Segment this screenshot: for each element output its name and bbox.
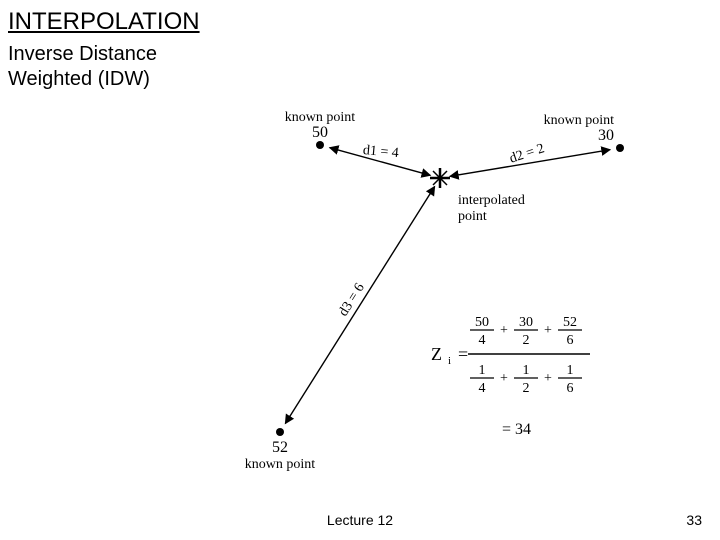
formula-numerator-den-1: 2 xyxy=(523,333,530,348)
known-point-value-p2: 30 xyxy=(598,127,614,144)
formula-numerator-num-1: 30 xyxy=(519,315,533,330)
formula-numerator-den-0: 4 xyxy=(479,333,486,348)
known-point-value-p3: 52 xyxy=(272,439,288,456)
formula-denominator-num-0: 1 xyxy=(479,363,486,378)
interpolated-point-label: interpolatedpoint xyxy=(458,193,525,224)
known-point-p1 xyxy=(316,141,324,149)
known-point-p3 xyxy=(276,428,284,436)
known-point-label-p2: known point xyxy=(544,113,615,128)
svg-text:+: + xyxy=(500,371,508,386)
formula-lhs-sub: i xyxy=(448,355,451,367)
known-point-value-p1: 50 xyxy=(312,124,328,141)
formula-numerator-num-0: 50 xyxy=(475,315,489,330)
formula-denominator-num-1: 1 xyxy=(523,363,530,378)
known-point-p2 xyxy=(616,144,624,152)
svg-text:+: + xyxy=(544,371,552,386)
formula-equals: = xyxy=(458,344,468,364)
svg-text:+: + xyxy=(500,323,508,338)
footer-lecture: Lecture 12 xyxy=(0,512,720,528)
known-point-label-p3: known point xyxy=(245,457,316,472)
footer-page-number: 33 xyxy=(686,512,702,528)
distance-label-p1: d1 = 4 xyxy=(362,143,399,161)
edge-p3 xyxy=(285,186,434,423)
formula-numerator-den-2: 6 xyxy=(567,333,574,348)
formula-numerator-num-2: 52 xyxy=(563,315,577,330)
formula-denominator-den-1: 2 xyxy=(523,381,530,396)
formula-denominator-num-2: 1 xyxy=(567,363,574,378)
formula-result: = 34 xyxy=(502,421,531,438)
idw-diagram: d1 = 4d2 = 2d3 = 6known point50known poi… xyxy=(0,0,720,540)
known-point-label-p1: known point xyxy=(285,110,356,125)
formula-denominator-den-0: 4 xyxy=(479,381,486,396)
formula-lhs: Z xyxy=(431,344,442,364)
formula-denominator-den-2: 6 xyxy=(567,381,574,396)
svg-text:+: + xyxy=(544,323,552,338)
